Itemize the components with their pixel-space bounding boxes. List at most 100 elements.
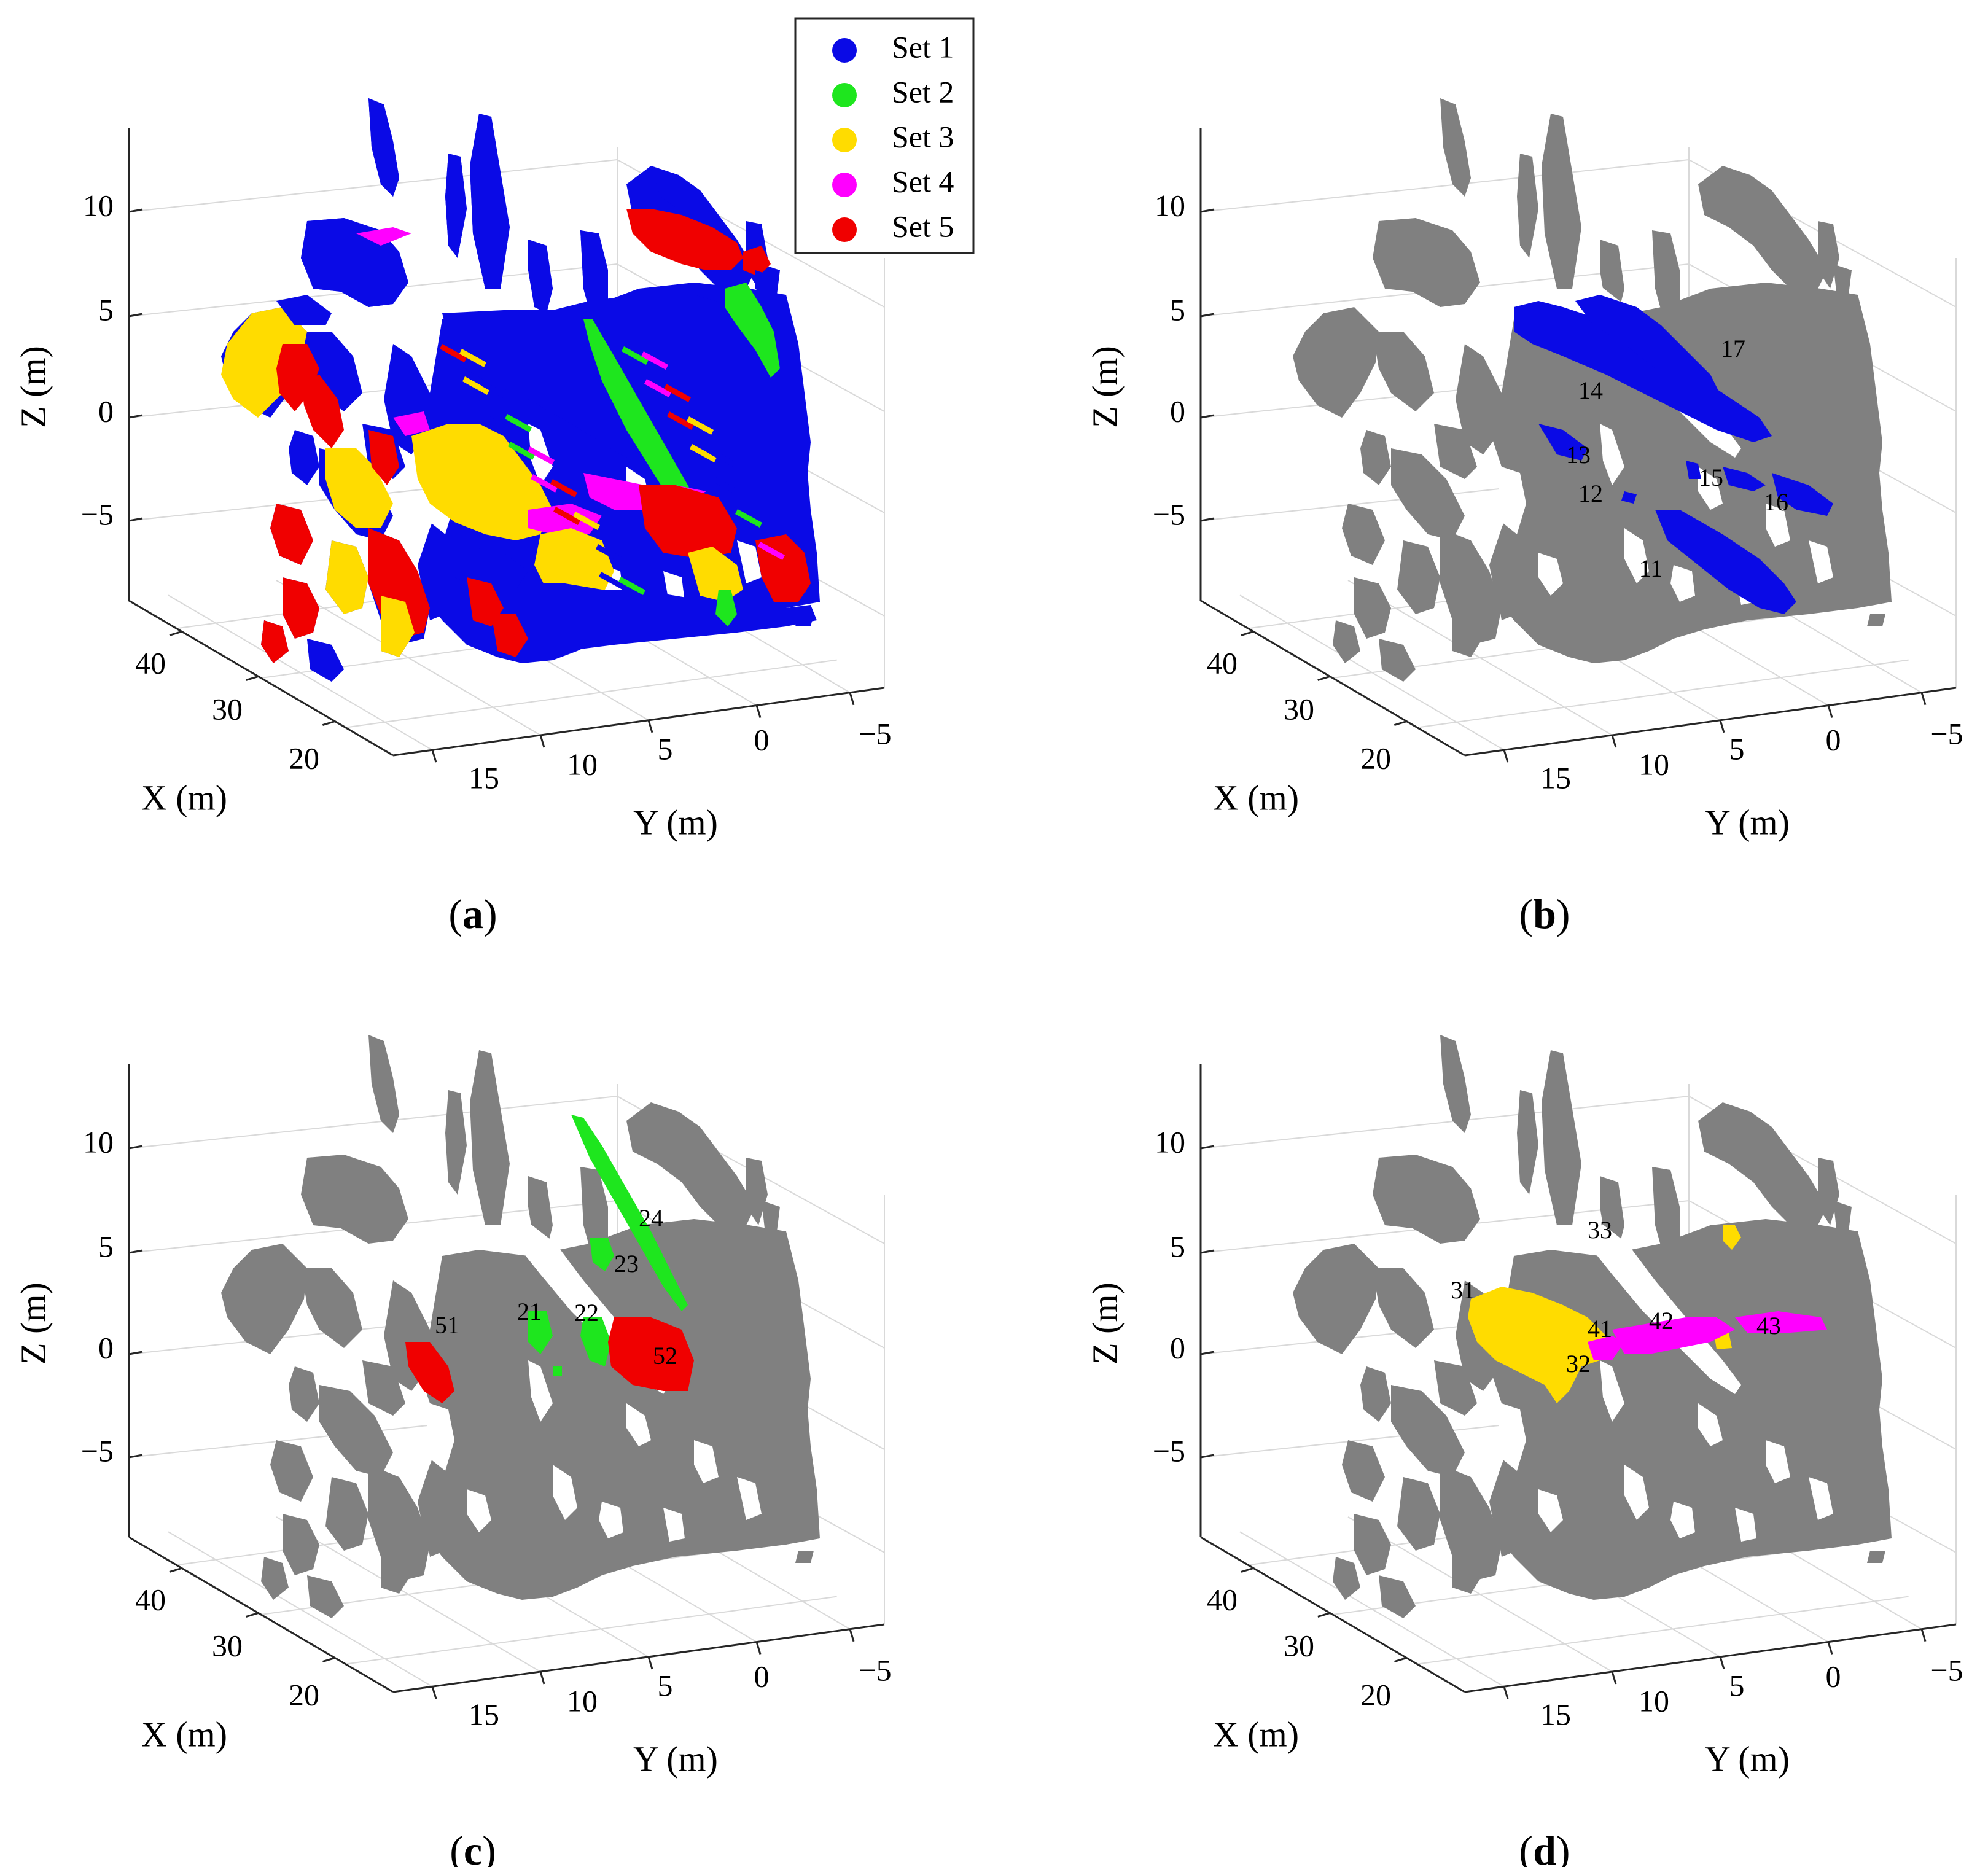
x-tick-label: 20 (1360, 1677, 1391, 1712)
joint-label-11: 11 (1639, 555, 1663, 582)
caption-letter: a (462, 891, 483, 937)
highlight-set1 (1772, 473, 1833, 516)
x-tick (169, 1567, 182, 1573)
caption-close: ) (482, 1827, 496, 1867)
streak (758, 542, 785, 560)
patch-gray (1867, 1551, 1885, 1563)
x-tick-label: 20 (1360, 741, 1391, 775)
y-tick-label: 15 (1540, 760, 1571, 795)
gap (1499, 1403, 1526, 1471)
y-tick (431, 1686, 437, 1699)
joint-label-52: 52 (653, 1342, 677, 1370)
z-tick-label: 0 (1170, 1330, 1185, 1365)
streak (781, 574, 808, 593)
legend-marker-5 (832, 217, 857, 242)
y-tick (1920, 692, 1927, 706)
patch-gray (301, 1155, 408, 1244)
y-tick (1920, 1629, 1927, 1642)
patch-gray (1867, 614, 1885, 626)
patch-gray (418, 1219, 820, 1600)
highlight-set1 (1538, 424, 1588, 461)
z-tick-label: 10 (1155, 188, 1185, 222)
patch-gray (1434, 424, 1477, 479)
legend: Set 1 Set 2 Set 3 Set 4 Set 5 (794, 17, 975, 254)
x-axis-line (1200, 599, 1465, 757)
patch-gray (1495, 583, 1517, 620)
z-tick-label: 0 (1170, 394, 1185, 428)
x-tick-label: 30 (212, 692, 243, 726)
gap (737, 540, 762, 583)
patch-set2 (715, 590, 737, 626)
y-axis-line (1464, 687, 1957, 757)
z-tick (128, 1454, 143, 1459)
caption-open: ( (1519, 891, 1533, 937)
z-tick-label: 5 (1170, 292, 1185, 327)
joint-label-12: 12 (1578, 480, 1603, 507)
x-tick (1317, 1612, 1331, 1618)
highlight-set2 (528, 1311, 553, 1354)
caption-open: ( (1519, 1827, 1533, 1867)
y-tick-label: −5 (859, 1653, 891, 1687)
panel-a: 10 5 0 −5 20 30 40 15 10 5 0 −5 Z (m) X (m) Y (m) Set 1… (13, 17, 975, 937)
joint-label-51: 51 (435, 1311, 459, 1339)
patch-gray (1354, 577, 1391, 639)
highlight-set2 (580, 1317, 611, 1366)
patch-set1 (301, 332, 362, 411)
gap (1670, 1502, 1695, 1538)
patch-set3 (381, 596, 415, 657)
patch-gray (1360, 1366, 1391, 1422)
patch-set5 (743, 246, 771, 276)
y-tick-label: 5 (658, 1668, 673, 1702)
joint-label-16: 16 (1764, 488, 1788, 516)
caption-letter: b (1533, 891, 1556, 937)
streak (667, 411, 694, 430)
y-tick-label: 0 (754, 1659, 770, 1693)
grid-line (1200, 159, 1690, 212)
patch-gray (1373, 1268, 1434, 1348)
y-tick (539, 735, 545, 748)
y-axis-label: Y (m) (1705, 802, 1790, 842)
patch-gray (762, 1201, 780, 1231)
z-tick (1200, 1351, 1215, 1355)
y-tick-label: −5 (859, 716, 891, 750)
highlight-set1 (1514, 301, 1772, 442)
streak (690, 444, 717, 462)
streak (664, 384, 691, 402)
gap (528, 1360, 553, 1422)
highlight-set1 (1723, 467, 1766, 491)
axes: 10 5 0 −5 20 30 40 15 10 5 0 −5 Z (m) X (m) Y (m) (13, 1064, 892, 1779)
patch-gray (325, 1477, 368, 1551)
streak (687, 416, 714, 435)
rock-face (1293, 98, 1892, 682)
z-tick-label: 0 (98, 394, 114, 428)
patch-set3 (325, 448, 393, 528)
patch-gray (1440, 1035, 1471, 1133)
gap (1809, 1477, 1833, 1520)
x-tick (1394, 720, 1407, 726)
z-tick (128, 208, 143, 213)
patch-set5 (301, 375, 344, 448)
patch-gray (289, 1366, 319, 1422)
y-tick-label: 5 (658, 731, 673, 766)
x-axis-line (1200, 1536, 1465, 1693)
patch-gray (362, 1360, 405, 1416)
gap (1766, 1440, 1790, 1483)
z-tick-label: 5 (98, 1229, 114, 1263)
gap (599, 1502, 623, 1538)
streak (644, 379, 671, 397)
highlight-set3 (1723, 1225, 1741, 1250)
legend-label-5: Set 5 (892, 209, 954, 243)
patch-gray (307, 1575, 344, 1618)
grid-line (1239, 594, 1505, 751)
patch-set1 (430, 547, 528, 590)
z-tick (1200, 1454, 1215, 1459)
z-axis-label: Z (m) (13, 346, 53, 428)
patch-gray (1373, 1155, 1480, 1244)
legend-marker-1 (832, 38, 857, 63)
x-tick (1317, 676, 1331, 681)
patch-set3 (221, 368, 273, 405)
grid-line (1239, 1531, 1505, 1688)
gap (553, 1465, 577, 1520)
